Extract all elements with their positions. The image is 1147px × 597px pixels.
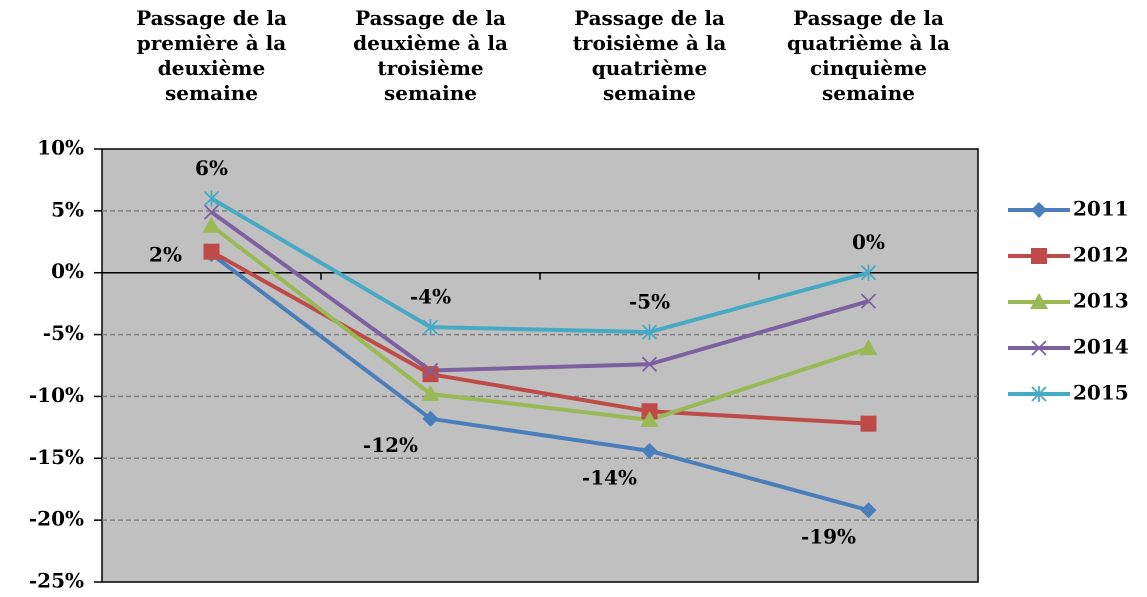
category-label: Passage de la deuxième à la troisième se…	[353, 6, 508, 105]
marker	[422, 410, 439, 427]
legend-marker	[1030, 293, 1048, 309]
marker	[422, 319, 439, 336]
y-tick-label: -10%	[29, 383, 84, 407]
marker	[421, 384, 440, 401]
data-label: 0%	[852, 230, 885, 254]
data-label: 2%	[149, 243, 182, 267]
marker	[641, 324, 658, 341]
data-label: -19%	[801, 525, 856, 549]
marker	[203, 243, 220, 260]
data-label: 6%	[195, 156, 228, 180]
marker	[641, 442, 658, 459]
legend-label: 2015	[1073, 381, 1129, 405]
y-tick-label: 0%	[51, 259, 84, 283]
marker	[859, 339, 878, 356]
series-line	[210, 210, 870, 373]
legend-label: 2011	[1073, 197, 1129, 221]
marker	[860, 293, 877, 309]
marker	[860, 415, 877, 432]
marker	[422, 362, 439, 379]
legend-marker	[1031, 248, 1047, 264]
category-label: Passage de la première à la deuxième sem…	[136, 6, 287, 105]
category-label: Passage de la quatrième à la cinquième s…	[787, 6, 950, 105]
legend-label: 2013	[1073, 289, 1129, 313]
legend-marker	[1031, 202, 1047, 218]
legend-marker	[1031, 386, 1047, 402]
y-tick-label: -15%	[29, 445, 84, 469]
legend-marker	[1031, 340, 1047, 356]
data-label: -12%	[363, 433, 418, 457]
y-tick-label: -20%	[29, 507, 84, 531]
y-tick-label: -5%	[43, 321, 84, 345]
marker	[203, 204, 220, 220]
data-label: -4%	[410, 285, 451, 309]
marker	[203, 190, 220, 207]
y-tick-label: -25%	[29, 569, 84, 593]
series-line	[210, 249, 869, 426]
series-line	[210, 252, 870, 513]
marker	[640, 410, 659, 427]
marker	[202, 216, 221, 233]
series-line	[210, 196, 870, 335]
y-tick-label: 5%	[51, 197, 84, 221]
series-line	[210, 224, 870, 422]
data-label: -14%	[582, 465, 637, 489]
marker	[860, 264, 877, 281]
marker	[860, 502, 877, 519]
legend-label: 2014	[1073, 335, 1129, 359]
y-tick-label: 10%	[37, 136, 84, 160]
marker	[422, 366, 439, 383]
marker	[641, 356, 658, 372]
legend-label: 2012	[1073, 243, 1129, 267]
category-label: Passage de la troisième à la quatrième s…	[572, 6, 727, 105]
data-label: -5%	[629, 290, 670, 314]
